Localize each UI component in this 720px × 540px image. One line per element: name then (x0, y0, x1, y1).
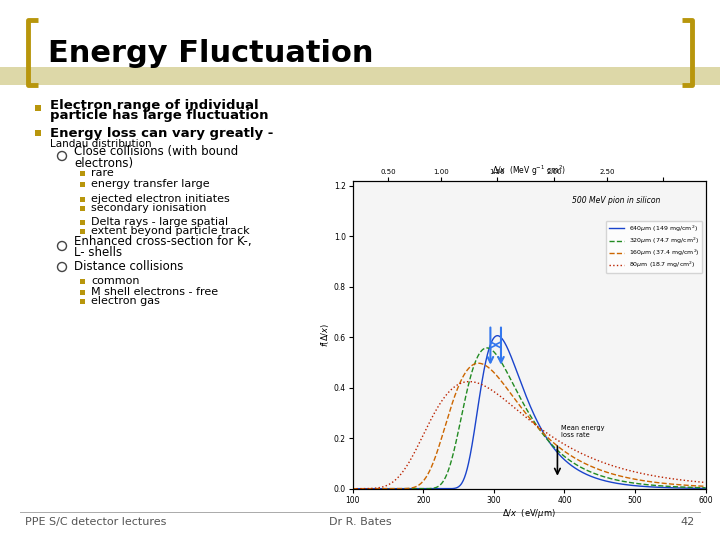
Text: Energy loss can vary greatly -: Energy loss can vary greatly - (50, 126, 274, 139)
Bar (79, 279, 84, 284)
Text: ejected electron initiates: ejected electron initiates (91, 194, 230, 204)
Bar (0, 67, 720, 85)
Text: Close collisions (with bound: Close collisions (with bound (74, 145, 238, 159)
Text: electrons): electrons) (74, 157, 133, 170)
Bar (79, 197, 84, 201)
Text: PPE S/C detector lectures: PPE S/C detector lectures (25, 517, 166, 527)
Text: Energy Fluctuation: Energy Fluctuation (48, 39, 374, 69)
Circle shape (58, 152, 66, 160)
Text: secondary ionisation: secondary ionisation (91, 203, 207, 213)
Bar (35, 105, 41, 111)
Text: Distance collisions: Distance collisions (74, 260, 184, 273)
Circle shape (58, 262, 66, 272)
Text: 500 MeV pion in silicon: 500 MeV pion in silicon (572, 197, 660, 205)
Text: Dr R. Bates: Dr R. Bates (329, 517, 391, 527)
Text: extent beyond particle track: extent beyond particle track (91, 226, 250, 236)
Text: M shell electrons - free: M shell electrons - free (91, 287, 218, 297)
Text: rare: rare (91, 168, 114, 178)
X-axis label: $\Delta/x$  (eV/$\mu$m): $\Delta/x$ (eV/$\mu$m) (503, 508, 556, 521)
Bar (79, 171, 84, 176)
Bar (79, 299, 84, 303)
Text: common: common (91, 276, 140, 286)
Text: electron gas: electron gas (91, 296, 160, 306)
Circle shape (58, 241, 66, 251)
Bar (79, 219, 84, 225)
Text: 42: 42 (680, 517, 695, 527)
Bar (79, 206, 84, 211)
Legend: 640$\mu$m (149 mg/cm$^2$), 320$\mu$m (74.7 mg/cm$^2$), 160$\mu$m (37.4 mg/cm$^2$: 640$\mu$m (149 mg/cm$^2$), 320$\mu$m (74… (606, 221, 703, 273)
Y-axis label: $f(\Delta/x)$: $f(\Delta/x)$ (319, 323, 331, 347)
Text: Enhanced cross-section for K-,: Enhanced cross-section for K-, (74, 235, 251, 248)
Text: Electron range of individual: Electron range of individual (50, 98, 258, 111)
Text: Delta rays - large spatial: Delta rays - large spatial (91, 217, 228, 227)
Text: particle has large fluctuation: particle has large fluctuation (50, 110, 269, 123)
Text: $\Delta/x$  (MeV g$^{-1}$ cm$^2$): $\Delta/x$ (MeV g$^{-1}$ cm$^2$) (492, 164, 567, 178)
Text: Landau distribution: Landau distribution (50, 139, 152, 149)
Bar (79, 228, 84, 233)
Bar (79, 289, 84, 294)
Bar (35, 130, 41, 136)
Text: L- shells: L- shells (74, 246, 122, 260)
Text: energy transfer large: energy transfer large (91, 179, 210, 189)
Bar (79, 181, 84, 186)
Text: Mean energy
loss rate: Mean energy loss rate (561, 425, 605, 438)
